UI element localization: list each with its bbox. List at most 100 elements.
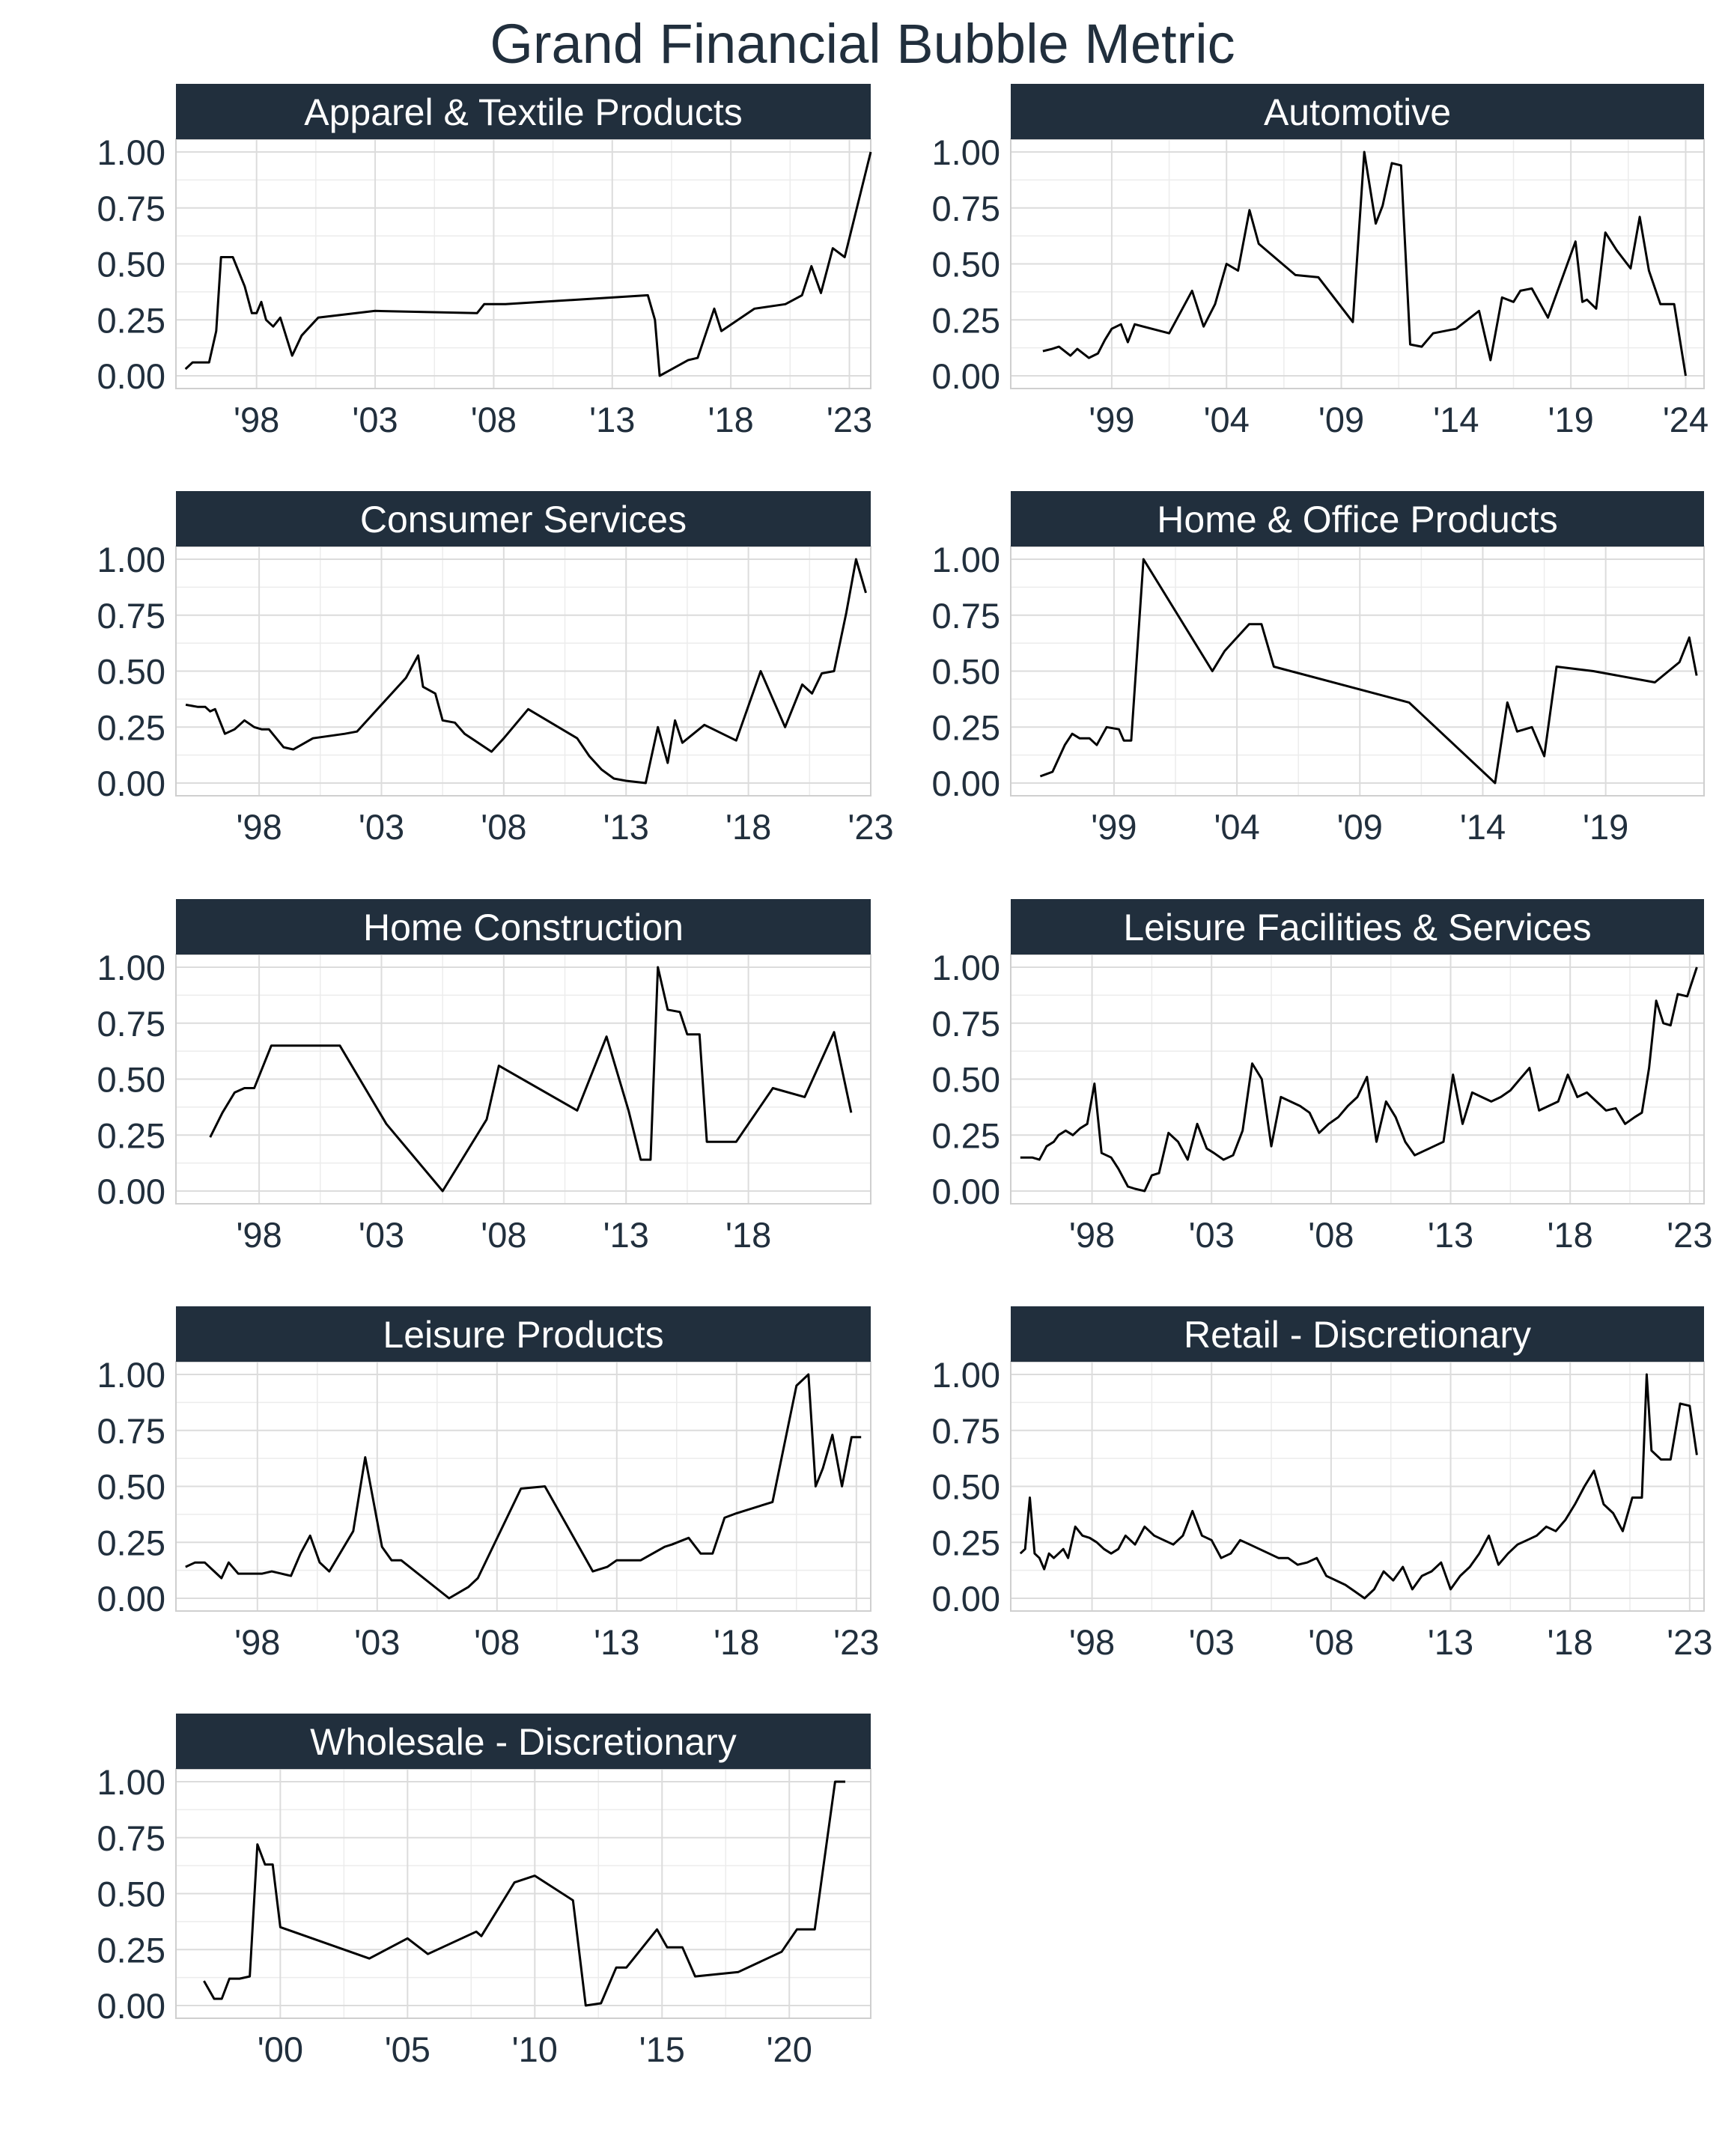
y-tick-label: 0.50 <box>932 1060 1000 1100</box>
y-tick-label: 1.00 <box>97 1762 165 1802</box>
x-tick-label: '08 <box>1308 1622 1354 1662</box>
x-tick-label: '08 <box>474 1622 520 1662</box>
x-tick-label: '23 <box>827 400 872 439</box>
facet-consumer-services: 0.00 0.25 0.50 0.75 1.00 '98 '03 '08 '13 '18 '23 Co… <box>97 491 894 847</box>
y-tick-label: 0.75 <box>97 1004 165 1044</box>
facet-strip-label: Automotive <box>1264 91 1451 133</box>
y-tick-label: 0.00 <box>97 356 165 396</box>
y-tick-label: 0.75 <box>932 596 1000 636</box>
y-tick-label: 0.00 <box>932 764 1000 803</box>
x-tick-label: '08 <box>481 1215 526 1255</box>
facet-wholesale-discretionary: 0.00 0.25 0.50 0.75 1.00 '00 '05 '10 '15 '20 Whole… <box>97 1714 871 2069</box>
y-tick-label: 1.00 <box>932 948 1000 987</box>
y-tick-label: 0.50 <box>932 1467 1000 1507</box>
y-tick-label: 1.00 <box>932 133 1000 172</box>
facet-retail-discretionary: 0.00 0.25 0.50 0.75 1.00 '98 '03 '08 '13 '18 '23 Re… <box>932 1306 1713 1662</box>
x-tick-label: '15 <box>639 2029 685 2069</box>
y-tick-label: 0.25 <box>932 1115 1000 1155</box>
x-tick-label: '09 <box>1337 807 1383 847</box>
y-tick-label: 0.00 <box>932 1172 1000 1211</box>
x-tick-label: '04 <box>1204 400 1250 439</box>
facet-leisure-products: 0.00 0.25 0.50 0.75 1.00 '98 '03 '08 '13 '18 '23 Le… <box>97 1306 880 1662</box>
y-tick-label: 0.25 <box>97 300 165 340</box>
x-tick-label: '18 <box>725 807 771 847</box>
facet-strip-label: Home & Office Products <box>1157 499 1557 540</box>
y-tick-label: 0.00 <box>97 764 165 803</box>
x-tick-label: '20 <box>767 2029 812 2069</box>
y-tick-label: 1.00 <box>932 1355 1000 1395</box>
y-tick-label: 0.75 <box>97 1411 165 1451</box>
x-tick-label: '10 <box>512 2029 558 2069</box>
facet-strip-label: Apparel & Textile Products <box>304 91 743 133</box>
x-tick-label: '23 <box>848 807 893 847</box>
x-tick-label: '18 <box>1548 1622 1593 1662</box>
x-tick-label: '03 <box>359 1215 404 1255</box>
facet-strip-label: Leisure Facilities & Services <box>1123 907 1591 948</box>
x-tick-label: '00 <box>258 2029 303 2069</box>
facet-apparel-textile-products: 0.000.250.500.751.00'98'03'08'13'18'23Ap… <box>97 84 873 439</box>
y-tick-label: 0.25 <box>932 1523 1000 1562</box>
x-tick-label: '23 <box>1667 1215 1712 1255</box>
x-tick-label: '13 <box>1428 1622 1473 1662</box>
facet-automotive: 0.000.250.500.751.00'99'04'09'14'19'24Au… <box>932 84 1709 439</box>
y-tick-label: 0.25 <box>932 300 1000 340</box>
x-tick-label: '18 <box>714 1622 759 1662</box>
facet-strip-label: Consumer Services <box>360 499 687 540</box>
y-tick-label: 0.75 <box>97 189 165 228</box>
y-tick-label: 0.50 <box>932 245 1000 284</box>
x-tick-label: '18 <box>1548 1215 1593 1255</box>
y-tick-label: 0.50 <box>932 652 1000 692</box>
y-tick-label: 1.00 <box>97 948 165 987</box>
x-tick-label: '19 <box>1583 807 1628 847</box>
x-tick-label: '03 <box>1189 1215 1235 1255</box>
facet-leisure-facilities-services: 0.00 0.25 0.50 0.75 1.00 '98 '03 '08 '13 '18 '23 Le… <box>932 899 1713 1255</box>
y-tick-label: 0.00 <box>97 1579 165 1618</box>
facet-home-office-products: 0.000.250.500.751.00'99'04'09'14'19Home … <box>932 491 1704 847</box>
x-tick-label: '08 <box>481 807 526 847</box>
x-tick-label: '05 <box>385 2029 431 2069</box>
x-tick-label: '13 <box>603 807 649 847</box>
y-tick-label: 0.50 <box>97 1467 165 1507</box>
x-tick-label: '18 <box>708 400 754 439</box>
x-tick-label: '99 <box>1089 400 1134 439</box>
x-tick-label: '24 <box>1663 400 1709 439</box>
y-tick-label: 0.00 <box>932 356 1000 396</box>
y-tick-label: 1.00 <box>932 540 1000 579</box>
x-tick-label: '99 <box>1091 807 1137 847</box>
y-tick-label: 0.50 <box>97 652 165 692</box>
x-tick-label: '08 <box>471 400 517 439</box>
y-tick-label: 1.00 <box>97 133 165 172</box>
x-tick-label: '13 <box>1428 1215 1473 1255</box>
y-tick-label: 0.50 <box>97 1060 165 1100</box>
x-tick-label: '23 <box>833 1622 879 1662</box>
x-tick-label: '03 <box>354 1622 400 1662</box>
x-tick-label: '13 <box>603 1215 649 1255</box>
y-tick-label: 0.75 <box>97 596 165 636</box>
x-tick-label: '03 <box>359 807 404 847</box>
x-tick-label: '09 <box>1318 400 1364 439</box>
x-tick-label: '08 <box>1308 1215 1354 1255</box>
y-tick-label: 0.25 <box>932 707 1000 747</box>
y-tick-label: 0.25 <box>97 1523 165 1562</box>
x-tick-label: '13 <box>594 1622 639 1662</box>
facet-strip-label: Home Construction <box>363 907 684 948</box>
y-tick-label: 0.75 <box>932 1411 1000 1451</box>
facet-home-construction: 0.00 0.25 0.50 0.75 1.00 '98 '03 '08 '13 '18 Home … <box>97 899 871 1255</box>
y-tick-label: 0.75 <box>97 1818 165 1858</box>
x-tick-label: '98 <box>236 807 282 847</box>
y-tick-label: 0.25 <box>97 1115 165 1155</box>
y-tick-label: 0.25 <box>97 1930 165 1970</box>
x-tick-label: '18 <box>725 1215 771 1255</box>
y-tick-label: 0.75 <box>932 189 1000 228</box>
facet-strip-label: Wholesale - Discretionary <box>310 1721 737 1763</box>
x-tick-label: '03 <box>352 400 398 439</box>
x-tick-label: '98 <box>234 1622 280 1662</box>
y-tick-label: 0.25 <box>97 707 165 747</box>
y-tick-label: 1.00 <box>97 540 165 579</box>
x-tick-label: '03 <box>1189 1622 1235 1662</box>
x-tick-label: '13 <box>589 400 635 439</box>
x-tick-label: '14 <box>1460 807 1506 847</box>
y-tick-label: 0.00 <box>97 1172 165 1211</box>
x-tick-label: '19 <box>1548 400 1594 439</box>
